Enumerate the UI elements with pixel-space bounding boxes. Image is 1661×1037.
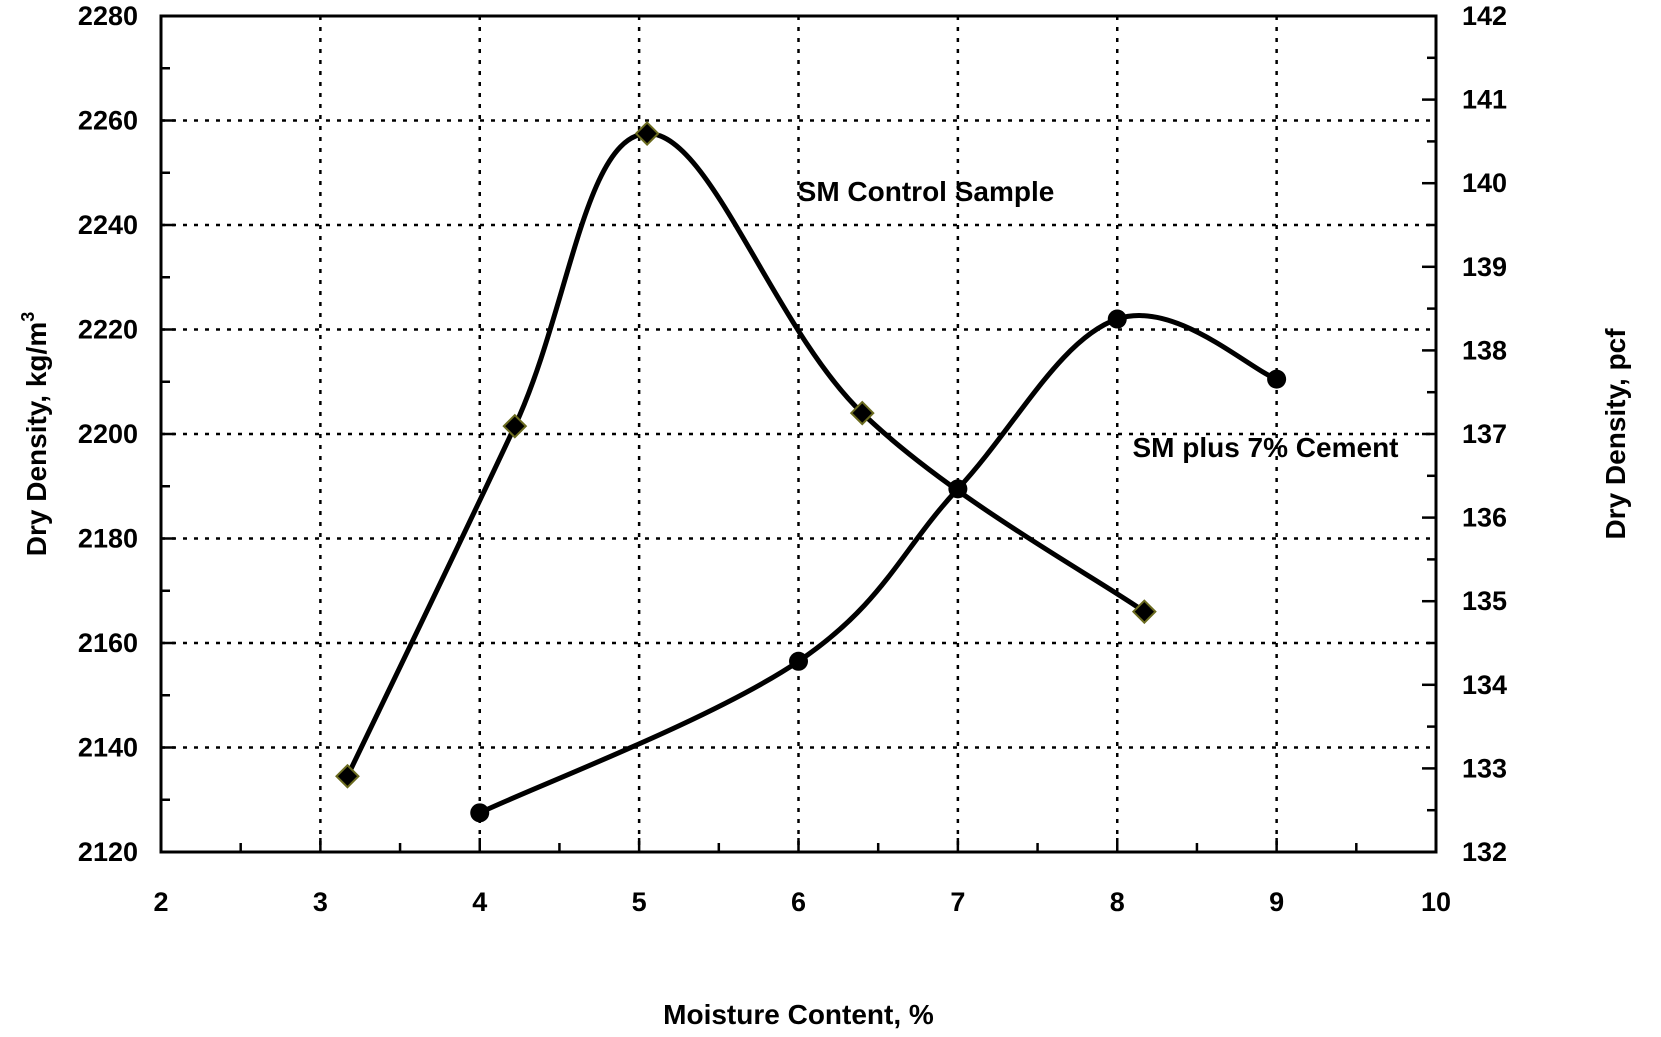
series-annotation: SM Control Sample [798,176,1055,207]
diamond-marker [634,121,660,146]
y-tick-label: 2260 [78,106,138,136]
y2-tick-label: 142 [1462,1,1507,31]
circle-marker [948,479,968,499]
y-axis-title-superscript: 3 [18,312,38,322]
y-axis-title: Dry Density, kg/m3 [18,312,52,556]
circle-marker [1107,309,1127,329]
circle-marker [1267,369,1287,389]
y2-tick-label: 136 [1462,503,1507,533]
y2-tick-label: 140 [1462,168,1507,198]
y2-tick-label: 139 [1462,252,1507,282]
circle-marker [470,803,490,823]
y2-tick-label: 138 [1462,335,1507,365]
x-tick-label: 3 [313,887,328,917]
y-tick-label: 2140 [78,733,138,763]
x-axis-title: Moisture Content, % [663,999,934,1030]
y2-axis-title: Dry Density, pcf [1600,328,1631,540]
diamond-marker [1131,599,1157,625]
x-tick-label: 10 [1421,887,1451,917]
y-tick-label: 2280 [78,1,138,31]
circle-marker [789,651,808,671]
x-tick-label: 2 [153,887,168,917]
y-tick-label: 2120 [78,837,138,867]
diamond-marker [849,400,875,426]
y-tick-label: 2220 [78,315,138,345]
grid-lines [161,16,1436,852]
y2-tick-label: 137 [1462,419,1507,449]
x-tick-label: 4 [472,887,487,917]
x-tick-label: 9 [1269,887,1284,917]
x-tick-label: 7 [950,887,965,917]
tick-labels: 2 3 4 5 6 7 8 9 10 2120 2140 2160 2180 2200 2220 2240 22… [78,1,1507,917]
x-tick-label: 8 [1110,887,1125,917]
diamond-marker [335,763,360,789]
series-markers [335,121,1287,823]
y-tick-label: 2180 [78,524,138,554]
y-tick-label: 2240 [78,210,138,240]
y-tick-label: 2200 [78,419,138,449]
x-tick-label: 6 [791,887,806,917]
y2-tick-label: 132 [1462,837,1507,867]
y2-tick-label: 134 [1462,670,1507,700]
y-axis-title-main: Dry Density, kg/m [21,322,52,556]
series-annotation: SM plus 7% Cement [1132,432,1398,463]
y2-tick-label: 135 [1462,586,1507,616]
x-tick-label: 5 [632,887,647,917]
diamond-marker [502,413,528,439]
y2-tick-label: 141 [1462,85,1507,115]
y2-tick-label: 133 [1462,753,1507,783]
annotations: SM Control Sample SM plus 7% Cement [798,176,1399,463]
axis-ticks [159,14,1438,854]
series-curves [345,131,1278,816]
series-line-1 [345,131,1146,778]
series-line-2 [478,313,1278,816]
y-tick-label: 2160 [78,628,138,658]
